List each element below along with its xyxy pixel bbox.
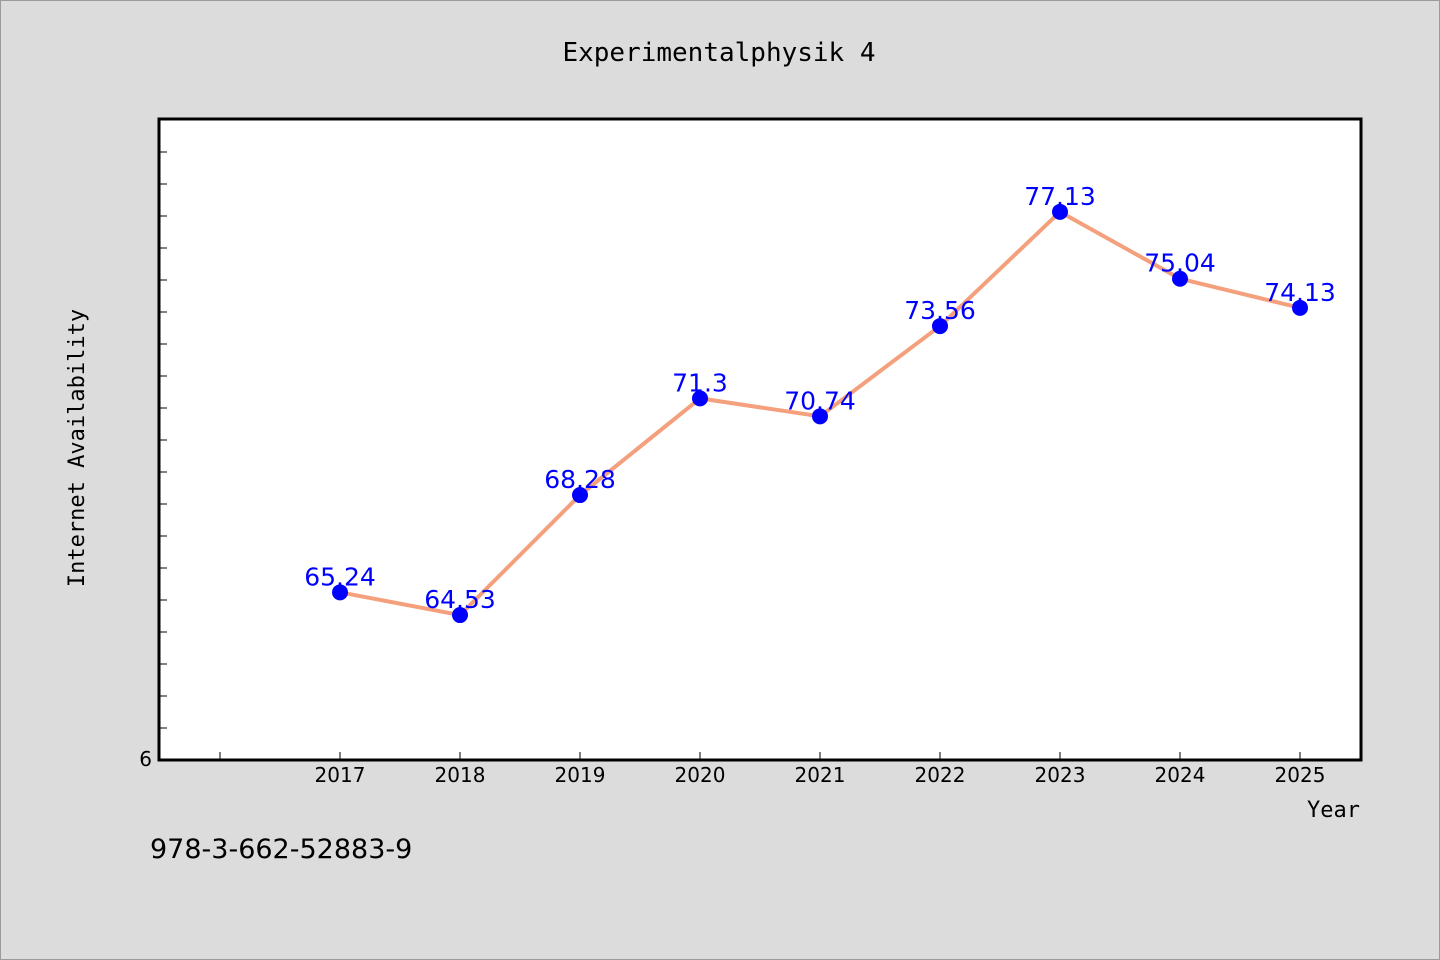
data-point <box>1292 299 1308 316</box>
y-axis-ticks <box>159 151 167 729</box>
data-point <box>572 487 588 504</box>
x-tick-label: 2025 <box>1275 763 1326 787</box>
x-tick-label: 2018 <box>435 763 486 787</box>
data-point <box>1052 203 1068 220</box>
y-tick-label: 6 <box>139 747 152 771</box>
isbn-text: 978-3-662-52883-9 <box>150 834 413 865</box>
x-tick-label: 2017 <box>315 763 366 787</box>
data-label: 73.56 <box>904 296 976 325</box>
y-axis-label: Internet Availability <box>65 309 90 587</box>
data-label: 65.24 <box>304 562 376 591</box>
data-label: 68.28 <box>544 465 616 494</box>
data-point <box>452 607 468 624</box>
data-label: 70.74 <box>784 386 856 415</box>
x-tick-label: 2021 <box>795 763 846 787</box>
data-point <box>332 584 348 601</box>
x-tick-labels: 2017 2018 2019 2020 2021 2022 2023 2024 2025 <box>315 763 1326 787</box>
data-labels: 65.24 64.53 68.28 71.3 70.74 73.56 77.13 75.04 7… <box>304 182 1336 614</box>
data-point <box>932 318 948 335</box>
x-tick-label: 2023 <box>1035 763 1086 787</box>
x-tick-label: 2020 <box>675 763 726 787</box>
x-axis-label: Year <box>1307 798 1360 823</box>
chart-title: Experimentalphysik 4 <box>562 38 875 68</box>
x-axis-ticks <box>219 752 1301 760</box>
data-label: 64.53 <box>424 585 496 614</box>
data-point <box>1172 270 1188 287</box>
data-point <box>812 408 828 425</box>
series-markers <box>332 203 1308 624</box>
data-label: 74.13 <box>1264 278 1336 307</box>
data-label: 71.3 <box>672 368 728 397</box>
data-point <box>692 390 708 407</box>
data-label: 77.13 <box>1024 182 1096 211</box>
plot-area <box>157 117 1363 762</box>
x-tick-label: 2019 <box>555 763 606 787</box>
x-tick-label: 2024 <box>1155 763 1206 787</box>
x-tick-label: 2022 <box>915 763 966 787</box>
data-label: 75.04 <box>1144 249 1216 278</box>
